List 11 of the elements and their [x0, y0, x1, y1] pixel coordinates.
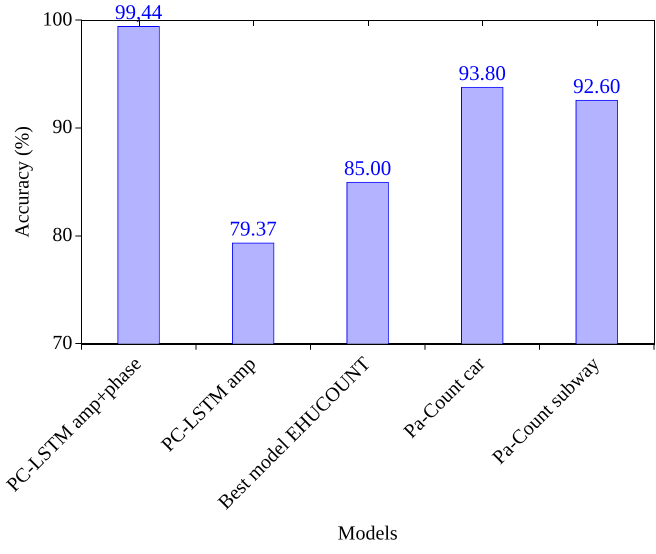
- y-axis-title: Accuracy (%): [12, 126, 34, 238]
- data-label: 92.60: [573, 74, 620, 98]
- data-label: 79.37: [229, 216, 277, 241]
- data-label: 99,44: [114, 0, 163, 24]
- y-tick-label: 90: [52, 116, 72, 138]
- y-tick-label: 100: [42, 8, 72, 30]
- y-tick-label: 70: [52, 332, 72, 354]
- x-axis-title: Models: [338, 522, 398, 544]
- data-label: 85.00: [344, 156, 392, 180]
- y-tick-label: 80: [52, 224, 72, 246]
- data-label: 93.80: [458, 60, 506, 85]
